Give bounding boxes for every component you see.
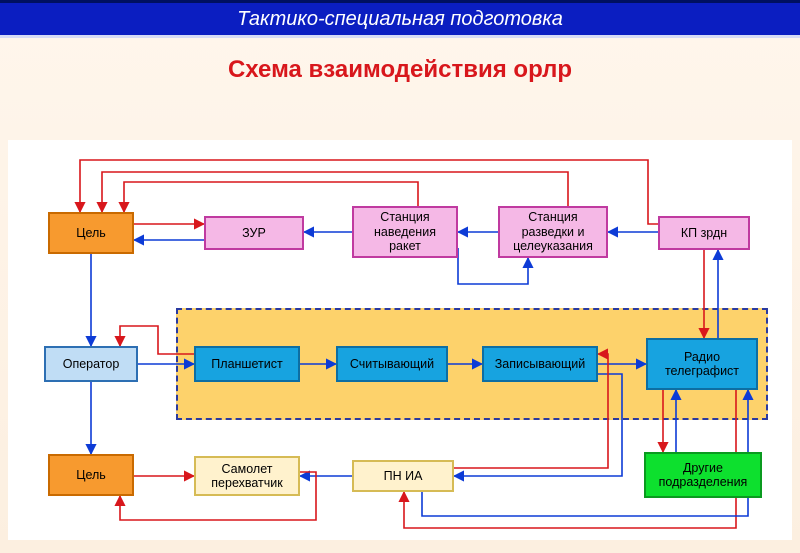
node-tsel2: Цель xyxy=(48,454,134,496)
node-zapis: Записывающий xyxy=(482,346,598,382)
node-kpzrdn: КП зрдн xyxy=(658,216,750,250)
diagram-canvas: Цель ЗУР Станция наведения ракет Станция ра… xyxy=(8,140,792,540)
node-radio: Радио телеграфист xyxy=(646,338,758,390)
page-title: Схема взаимодействия орлр xyxy=(0,56,800,84)
node-tsel1: Цель xyxy=(48,212,134,254)
node-pnia: ПН ИА xyxy=(352,460,454,492)
node-snr: Станция наведения ракет xyxy=(352,206,458,258)
node-zur: ЗУР xyxy=(204,216,304,250)
node-drpod: Другие подразделения xyxy=(644,452,762,498)
node-oper: Оператор xyxy=(44,346,138,382)
header-banner: Тактико-специальная подготовка xyxy=(0,0,800,38)
node-srts: Станция разведки и целеуказания xyxy=(498,206,608,258)
node-plan: Планшетист xyxy=(194,346,300,382)
node-samol: Самолет перехватчик xyxy=(194,456,300,496)
node-schit: Считывающий xyxy=(336,346,448,382)
